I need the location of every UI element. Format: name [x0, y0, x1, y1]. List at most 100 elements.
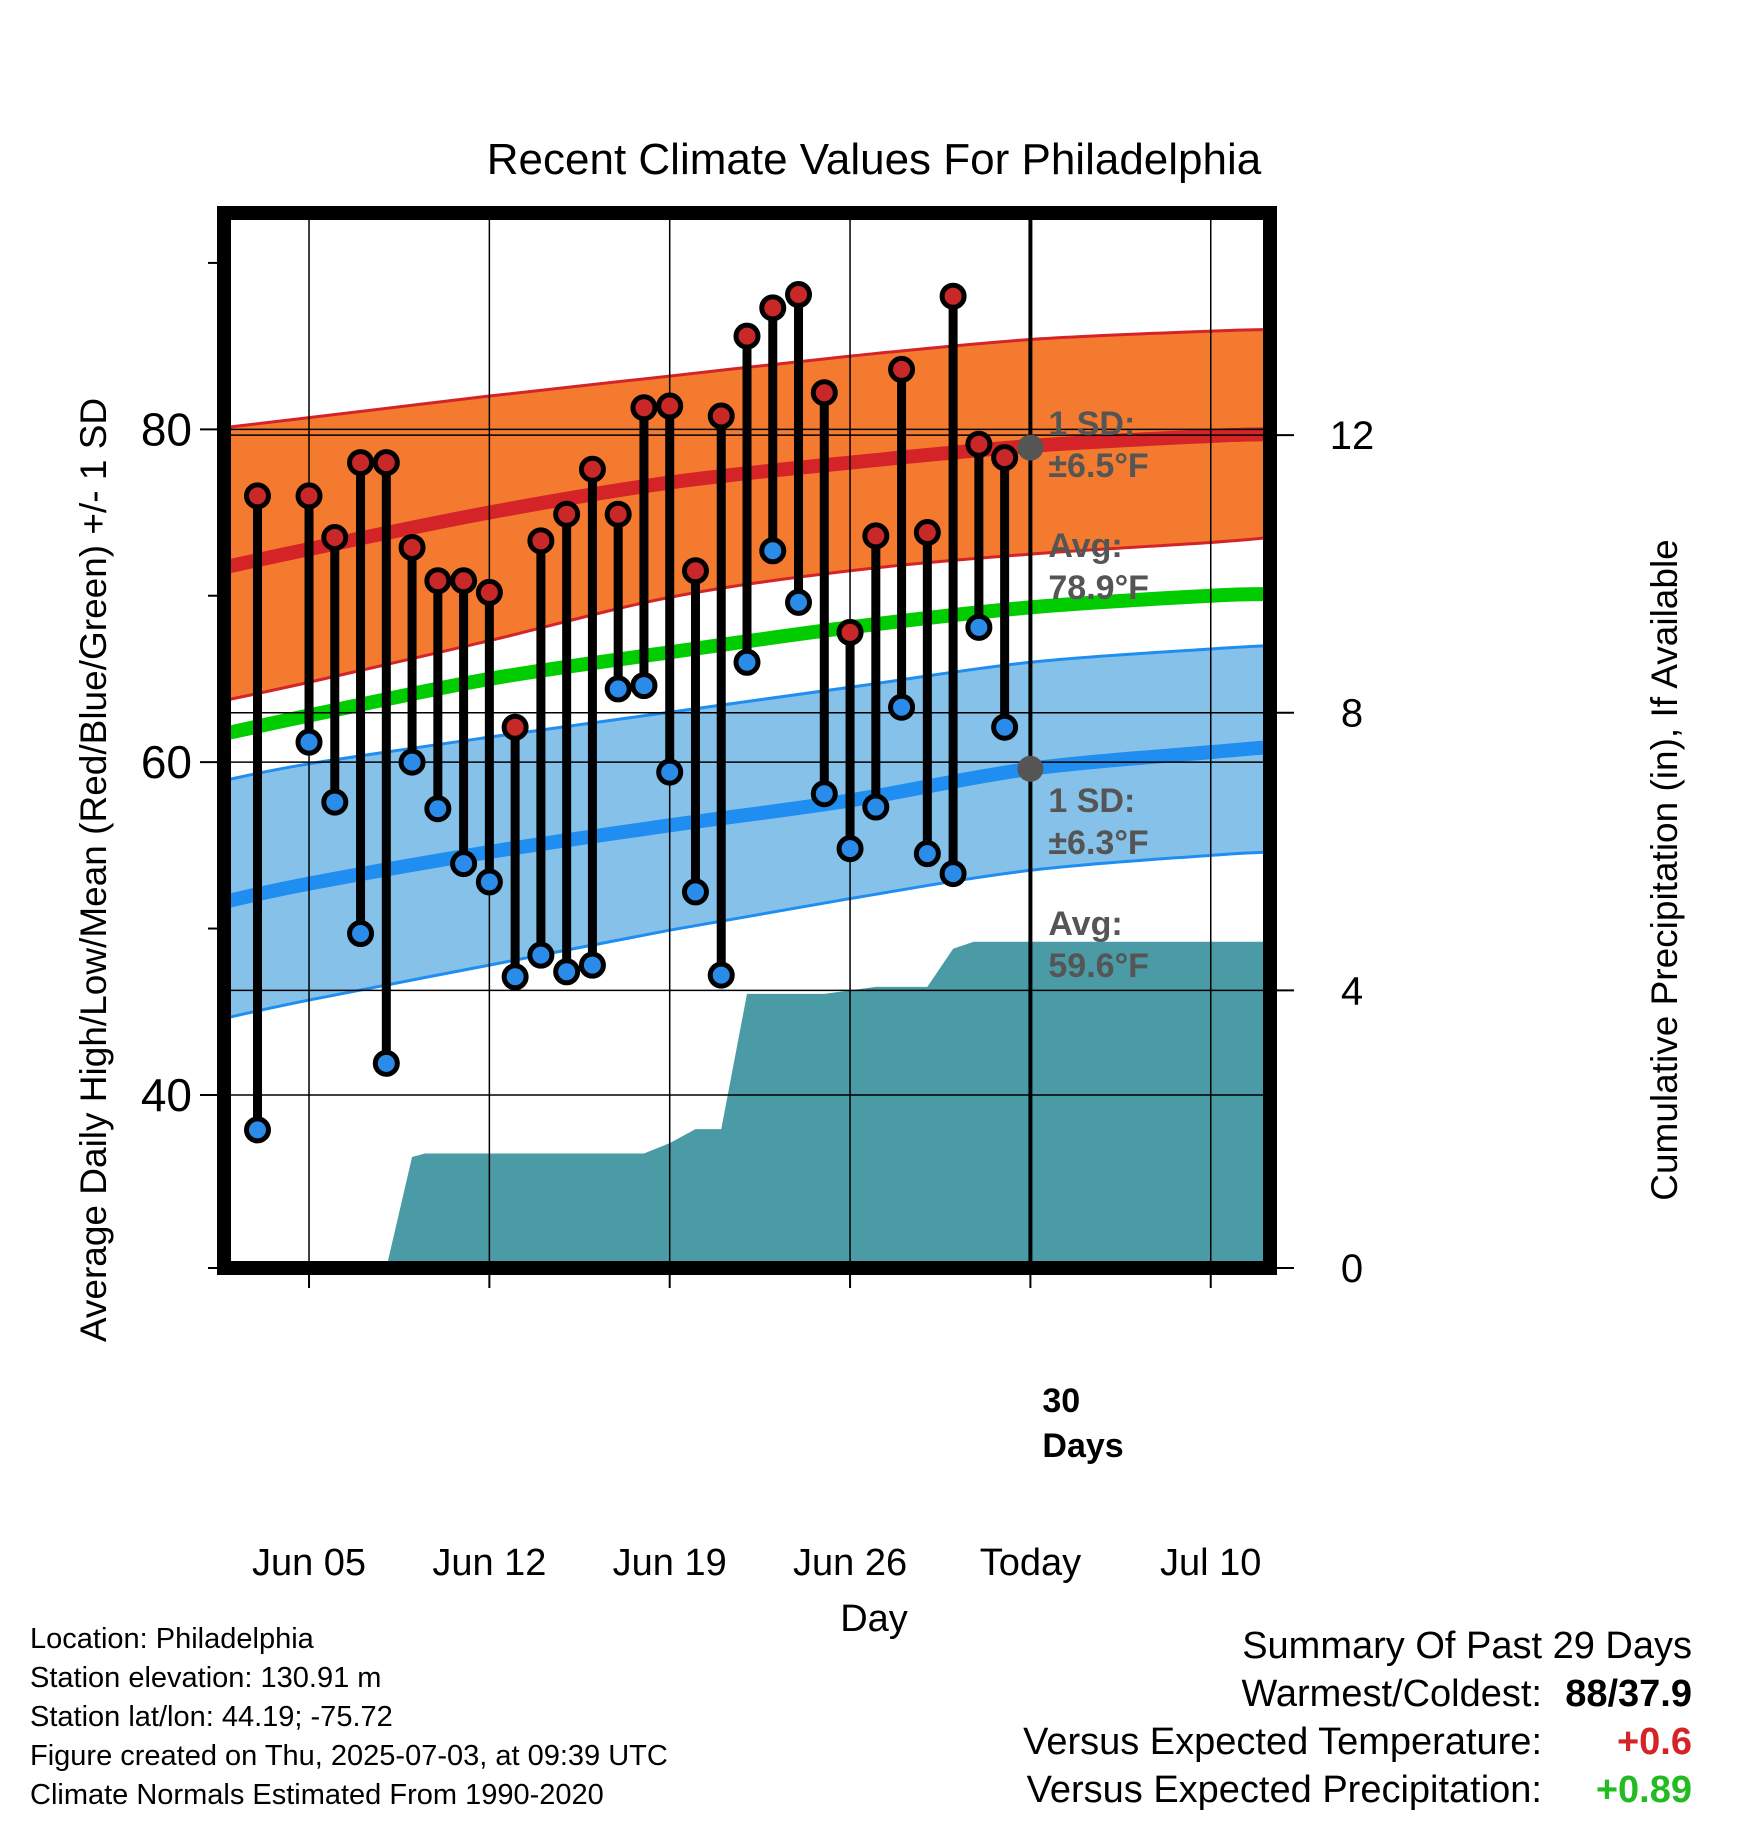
high-avg-marker	[1017, 434, 1044, 461]
precip-value: +0.89	[1595, 1769, 1692, 1811]
low-sd-upper-edge	[224, 644, 1270, 782]
plot-frame	[217, 206, 1277, 1275]
daily-high-point	[243, 482, 271, 510]
coldest-value: 37.9	[1618, 1673, 1692, 1715]
daily-low-point	[424, 795, 452, 823]
daily-low-point	[553, 958, 581, 986]
daily-high-point	[656, 392, 684, 420]
low-avg-label: Avg:	[1048, 905, 1122, 943]
y-tick-label-right: 0	[1341, 1247, 1363, 1291]
daily-low-point	[321, 788, 349, 816]
y-tick-label-right: 8	[1341, 692, 1363, 736]
daily-high-point	[295, 482, 323, 510]
daily-high-point	[527, 527, 555, 555]
days-count-label: 30	[1042, 1382, 1080, 1420]
location-text: Location: Philadelphia	[30, 1623, 314, 1655]
low-sd-lower-edge	[224, 850, 1270, 1020]
daily-high-point	[321, 523, 349, 551]
daily-high-point	[604, 500, 632, 528]
daily-high-point	[347, 449, 375, 477]
daily-high-point	[707, 402, 735, 430]
daily-high-point	[475, 578, 503, 606]
summary-title: Summary Of Past 29 Days	[1242, 1625, 1692, 1667]
daily-low-point	[398, 748, 426, 776]
plot-content	[224, 213, 1270, 1268]
high-sd-value: ±6.5°F	[1048, 447, 1148, 485]
daily-high-point	[733, 322, 761, 350]
summary-precip-row: Versus Expected Precipitation: +0.89	[1023, 1766, 1692, 1814]
daily-low-point	[656, 758, 684, 786]
daily-low-point	[733, 648, 761, 676]
daily-high-point	[965, 430, 993, 458]
warmest-coldest-value: 88/37.9	[1565, 1673, 1692, 1715]
temp-label: Versus Expected Temperature:	[1023, 1721, 1542, 1763]
latlon-text: Station lat/lon: 44.19; -75.72	[30, 1701, 393, 1733]
daily-high-point	[681, 557, 709, 585]
x-tick-label: Jul 10	[1160, 1542, 1261, 1584]
daily-low-point	[836, 835, 864, 863]
low-mean-line	[224, 740, 1270, 909]
daily-high-point	[836, 618, 864, 646]
summary-temp-row: Versus Expected Temperature: +0.6	[1023, 1718, 1692, 1766]
daily-high-point	[450, 567, 478, 595]
x-tick-label: Jun 19	[613, 1542, 727, 1584]
daily-high-point	[888, 355, 916, 383]
daily-low-point	[527, 941, 555, 969]
daily-low-point	[810, 780, 838, 808]
chart-title: Recent Climate Values For Philadelphia	[487, 135, 1262, 184]
normals-text: Climate Normals Estimated From 1990-2020	[30, 1779, 604, 1811]
daily-low-point	[785, 588, 813, 616]
daily-high-point	[398, 533, 426, 561]
daily-low-point	[991, 713, 1019, 741]
daily-low-point	[939, 860, 967, 888]
temp-value: +0.6	[1616, 1721, 1692, 1763]
low-sd-label: 1 SD:	[1048, 782, 1135, 820]
summary-panel: Summary Of Past 29 Days Warmest/Coldest:…	[1023, 1622, 1692, 1814]
daily-low-point	[913, 840, 941, 868]
y-tick-label-left: 40	[141, 1069, 192, 1121]
y-axis-label-right: Cumulative Precipitation (in), If Availa…	[1644, 539, 1685, 1201]
warmest-label: Warmest/Coldest:	[1241, 1673, 1542, 1715]
x-axis-label: Day	[840, 1598, 908, 1640]
daily-high-point	[553, 500, 581, 528]
daily-high-point	[759, 294, 787, 322]
daily-high-point	[424, 567, 452, 595]
high-avg-value: 78.9°F	[1048, 569, 1149, 607]
station-info: Location: Philadelphia Station elevation…	[30, 1620, 668, 1815]
daily-low-point	[295, 728, 323, 756]
daily-low-point	[681, 878, 709, 906]
y-tick-label-left: 60	[141, 736, 192, 788]
high-sd-label: 1 SD:	[1048, 405, 1135, 443]
daily-high-point	[578, 455, 606, 483]
daily-low-point	[862, 793, 890, 821]
low-avg-marker	[1017, 755, 1044, 782]
daily-low-point	[347, 920, 375, 948]
daily-low-point	[604, 675, 632, 703]
daily-high-point	[810, 379, 838, 407]
precip-area	[224, 941, 1270, 1268]
daily-low-point	[707, 961, 735, 989]
y-tick-label-right: 4	[1341, 969, 1363, 1013]
daily-high-point	[501, 713, 529, 741]
daily-low-point	[372, 1049, 400, 1077]
x-tick-label: Jun 12	[432, 1542, 546, 1584]
days-label: Days	[1042, 1427, 1123, 1465]
low-sd-value: ±6.3°F	[1048, 824, 1148, 862]
y-tick-label-left: 80	[141, 403, 192, 455]
daily-low-point	[243, 1116, 271, 1144]
daily-low-point	[501, 963, 529, 991]
daily-high-point	[862, 522, 890, 550]
low-avg-value: 59.6°F	[1048, 947, 1149, 985]
created-text: Figure created on Thu, 2025-07-03, at 09…	[30, 1740, 668, 1772]
high-avg-label: Avg:	[1048, 527, 1122, 565]
x-tick-label: Jun 05	[252, 1542, 366, 1584]
daily-high-point	[630, 394, 658, 422]
plot-area: 1 SD: ±6.5°F Avg: 78.9°F 1 SD: ±6.3°F Avg: 59.6…	[141, 206, 1374, 1584]
daily-high-point	[785, 281, 813, 309]
x-tick-label: Today	[980, 1542, 1081, 1584]
daily-high-point	[913, 518, 941, 546]
y-axis-label-left: Average Daily High/Low/Mean (Red/Blue/Gr…	[73, 398, 114, 1342]
precip-label: Versus Expected Precipitation:	[1026, 1769, 1542, 1811]
daily-low-point	[888, 693, 916, 721]
